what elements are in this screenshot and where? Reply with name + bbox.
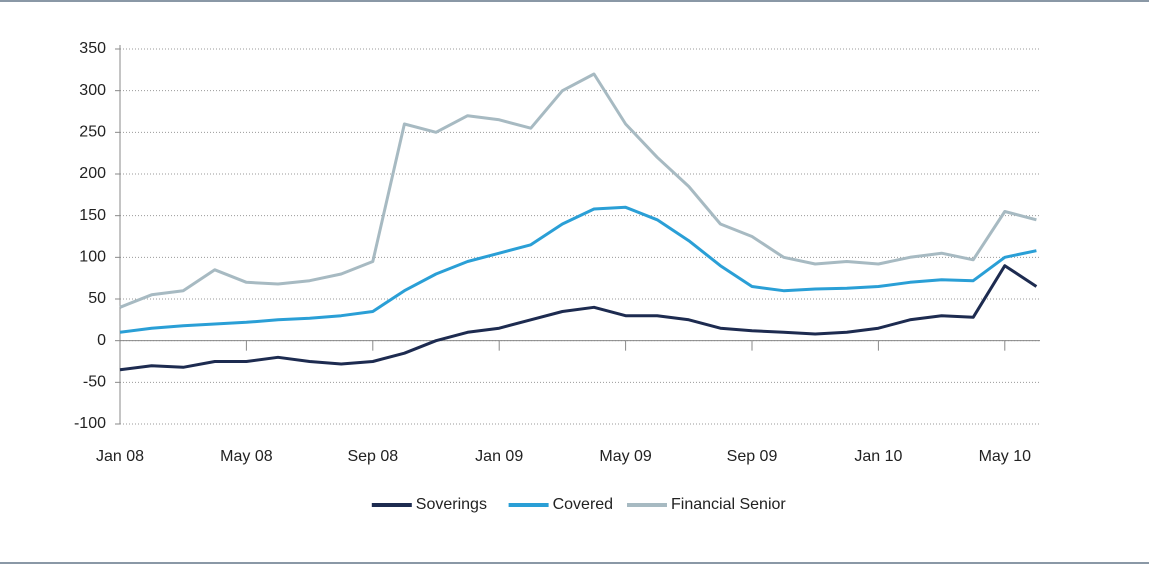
series-line xyxy=(119,72,1037,309)
y-tick-label: 200 xyxy=(79,165,106,182)
y-tick-label: -50 xyxy=(83,374,106,391)
y-tick-label: 50 xyxy=(88,290,106,307)
x-tick-label: Jan 09 xyxy=(475,448,523,465)
y-tick-label: 250 xyxy=(79,124,106,141)
x-tick-label: May 10 xyxy=(979,448,1032,465)
legend-label: Soverings xyxy=(416,496,487,513)
legend-label: Covered xyxy=(553,496,613,513)
legend-label: Financial Senior xyxy=(671,496,786,513)
y-tick-label: 300 xyxy=(79,82,106,99)
series-line xyxy=(119,264,1038,372)
y-tick-label: 150 xyxy=(79,207,106,224)
y-tick-label: 350 xyxy=(79,40,106,57)
x-tick-label: Jan 10 xyxy=(854,448,902,465)
x-tick-label: May 08 xyxy=(220,448,273,465)
x-tick-label: May 09 xyxy=(599,448,652,465)
y-tick-label: -100 xyxy=(74,415,106,432)
y-tick-label: 0 xyxy=(97,332,106,349)
x-tick-label: Sep 09 xyxy=(727,448,778,465)
x-tick-label: Jan 08 xyxy=(96,448,144,465)
x-tick-label: Sep 08 xyxy=(347,448,398,465)
y-tick-label: 100 xyxy=(79,249,106,266)
series-line xyxy=(119,205,1037,334)
